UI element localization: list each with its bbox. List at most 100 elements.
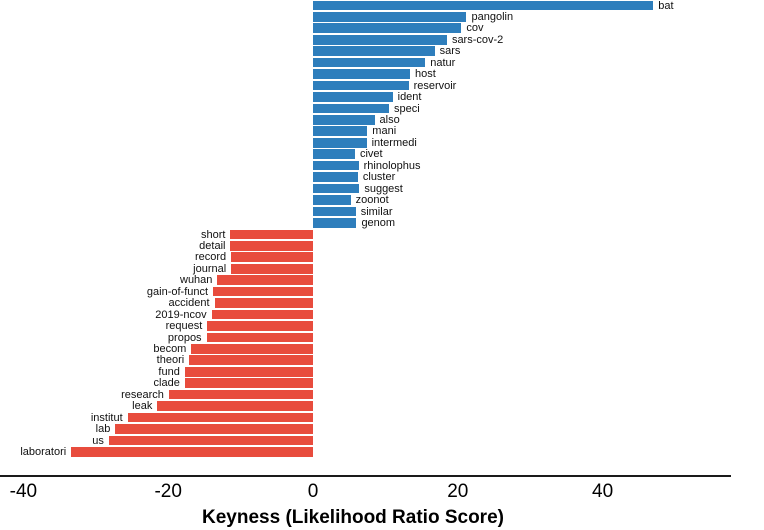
bar-label: cov: [466, 22, 484, 35]
bar-label: detail: [199, 239, 226, 252]
bar-row: journal: [0, 262, 764, 275]
bar-label: rhinolophus: [363, 159, 421, 172]
bar-row: ident: [0, 91, 764, 104]
bar-row: bat: [0, 0, 764, 11]
bar-row: mani: [0, 125, 764, 138]
x-tick-label: 40: [592, 481, 614, 502]
bar-label: institut: [90, 411, 123, 424]
bar-label: becom: [153, 343, 187, 355]
bar-row: also: [0, 114, 764, 126]
bar-label: sars-cov-2: [451, 33, 504, 46]
negative-bar: [115, 424, 313, 434]
positive-bar: [313, 218, 357, 228]
positive-bar: [313, 160, 359, 171]
positive-bar: [313, 92, 393, 102]
bar-label: ident: [397, 91, 422, 104]
bar-label: sars: [439, 45, 461, 58]
positive-bar: [313, 126, 368, 137]
negative-bar: [168, 389, 313, 400]
bar-row: genom: [0, 217, 764, 230]
x-tick-label: -40: [9, 481, 38, 502]
negative-bar: [207, 321, 313, 331]
bar-label: leak: [132, 400, 153, 413]
bar-label: clade: [153, 377, 180, 390]
negative-bar: [184, 366, 313, 377]
bar-label: cluster: [362, 171, 396, 184]
bar-row: rhinolophus: [0, 159, 764, 172]
bar-label: genom: [361, 217, 396, 230]
bar-row: suggest: [0, 183, 764, 194]
negative-bar: [217, 275, 313, 285]
positive-bar: [313, 103, 390, 114]
bar-label: laboratori: [20, 446, 67, 459]
bar-row: theori: [0, 354, 764, 367]
bar-label: zoonot: [355, 194, 389, 207]
bar-label: research: [121, 388, 164, 401]
bar-label: intermedi: [371, 136, 417, 149]
bar-label: natur: [430, 56, 456, 69]
positive-bar: [313, 195, 351, 205]
bar-row: institut: [0, 411, 764, 424]
positive-bar: [313, 149, 355, 160]
bar-label: host: [415, 68, 436, 81]
bar-row: detail: [0, 239, 764, 252]
bar-row: lab: [0, 423, 764, 436]
negative-bar: [231, 252, 313, 263]
positive-bar: [313, 34, 447, 45]
bar-row: leak: [0, 400, 764, 413]
bar-row: 2019-ncov: [0, 308, 764, 321]
negative-bar: [230, 229, 313, 240]
positive-bar: [313, 46, 435, 56]
bar-label: similar: [360, 205, 393, 218]
bar-row: intermedi: [0, 136, 764, 149]
bar-row: short: [0, 229, 764, 240]
positive-bar: [313, 172, 358, 182]
bar-label: also: [379, 114, 400, 126]
positive-bar: [313, 69, 411, 79]
negative-bar: [214, 298, 313, 308]
bar-row: laboratori: [0, 446, 764, 459]
bar-label: lab: [95, 423, 111, 436]
x-tick-label: -20: [154, 481, 182, 502]
bar-row: reservoir: [0, 80, 764, 91]
bar-label: speci: [394, 102, 420, 115]
negative-bar: [157, 401, 313, 411]
bar-row: cluster: [0, 171, 764, 184]
bar-row: wuhan: [0, 275, 764, 286]
positive-bar: [313, 115, 375, 125]
positive-bar: [313, 23, 462, 34]
bar-row: becom: [0, 343, 764, 355]
positive-bar: [313, 183, 360, 194]
bar-row: propos: [0, 332, 764, 343]
bar-row: clade: [0, 377, 764, 390]
bar-label: gain-of-funct: [146, 285, 209, 298]
positive-bar: [313, 0, 654, 11]
bar-label: request: [165, 320, 203, 333]
x-tick-label: 20: [447, 481, 469, 502]
bar-label: theori: [156, 354, 185, 367]
bar-row: sars: [0, 45, 764, 58]
negative-bar: [231, 263, 313, 274]
bar-row: cov: [0, 22, 764, 35]
bar-row: us: [0, 434, 764, 447]
negative-bar: [191, 344, 313, 354]
negative-bar: [211, 309, 313, 320]
negative-bar: [127, 412, 313, 423]
bar-label: 2019-ncov: [155, 308, 207, 321]
x-tick-label: 0: [307, 481, 319, 502]
bar-row: fund: [0, 366, 764, 377]
bar-label: pangolin: [471, 10, 514, 23]
bar-label: civet: [359, 148, 383, 161]
bar-row: host: [0, 68, 764, 81]
bar-row: research: [0, 388, 764, 401]
bar-row: request: [0, 320, 764, 333]
bar-label: us: [92, 434, 104, 447]
bar-row: natur: [0, 56, 764, 69]
negative-bar: [108, 435, 313, 446]
bar-row: zoonot: [0, 194, 764, 207]
positive-bar: [313, 57, 426, 68]
bar-label: mani: [372, 125, 397, 138]
negative-bar: [230, 240, 313, 251]
bar-label: journal: [193, 262, 227, 275]
